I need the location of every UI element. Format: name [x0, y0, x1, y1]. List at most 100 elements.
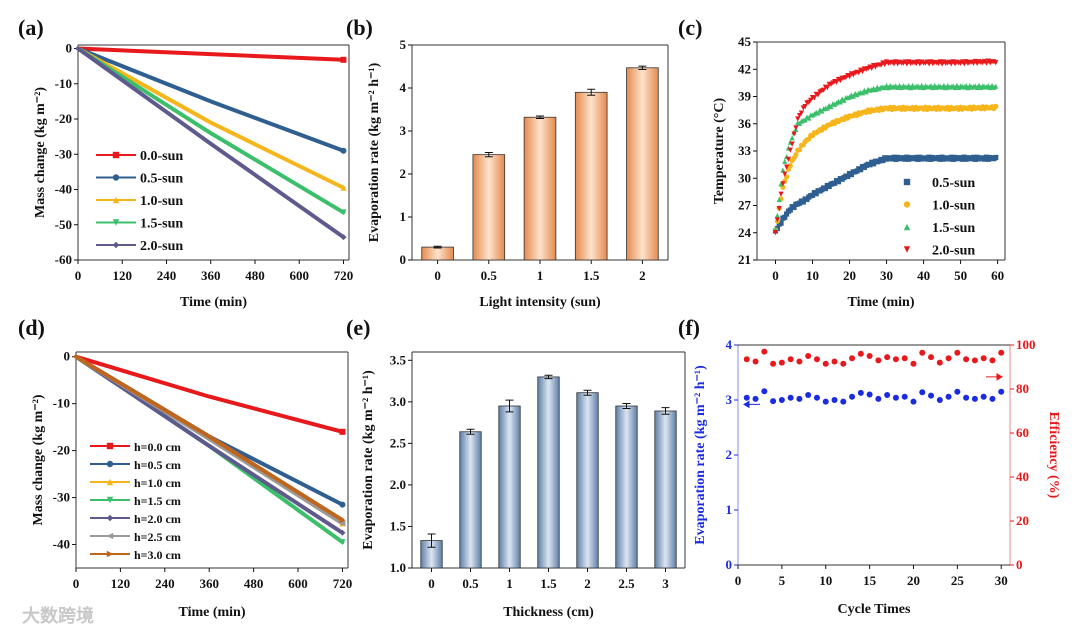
y-axis-title: Temperature (°C): [712, 98, 727, 205]
y-tick-label: 30: [738, 170, 751, 185]
data-point: [791, 204, 797, 211]
evaporation-point: [743, 394, 750, 401]
panel-label: (c): [678, 15, 702, 40]
y-tick-label: 3.5: [390, 352, 407, 367]
legend-item: h=0.0 cm: [90, 440, 181, 454]
y-tick-label: -30: [55, 146, 72, 161]
evaporation-point: [778, 397, 785, 403]
data-point: [772, 230, 779, 236]
x-tick-label: 600: [288, 576, 308, 591]
bar: [574, 91, 608, 261]
series-end-marker: [339, 539, 346, 546]
panel-label: (d): [18, 315, 45, 340]
efficiency-point: [954, 349, 961, 356]
y-tick-label: 5: [400, 37, 407, 52]
series-end-marker: [340, 56, 347, 63]
error-bar: [583, 389, 592, 396]
legend-label: h=2.5 cm: [134, 530, 181, 544]
data-point: [993, 83, 999, 89]
series-line: [76, 46, 346, 190]
efficiency-point: [857, 350, 864, 357]
y-tick-label: -20: [53, 443, 70, 458]
x-tick-label: 50: [954, 268, 967, 283]
panel-label: (a): [18, 15, 44, 40]
data-point: [780, 181, 786, 187]
legend-item: h=2.5 cm: [90, 530, 181, 544]
data-point: [776, 206, 782, 212]
legend-marker: [106, 442, 114, 450]
data-point: [793, 152, 799, 158]
y-tick-label: -20: [55, 111, 72, 126]
data-point: [813, 191, 819, 197]
y-tick-label: 4: [400, 80, 407, 95]
y-tick-label: 36: [738, 116, 752, 131]
evaporation-point: [822, 398, 829, 405]
y-tick-label: 2: [400, 166, 407, 181]
data-point: [782, 214, 788, 220]
series: [74, 354, 346, 435]
efficiency-point: [998, 349, 1005, 356]
efficiency-point: [963, 356, 970, 363]
evaporation-point: [849, 393, 856, 400]
x-tick-label: 20: [843, 268, 856, 283]
data-point: [776, 196, 782, 203]
efficiency-point: [813, 356, 820, 363]
legend-label: h=1.0 cm: [134, 476, 181, 490]
x-tick-label: 2: [584, 576, 591, 591]
x-tick-label: 240: [155, 576, 175, 591]
data-point: [846, 74, 853, 80]
data-point: [791, 131, 797, 137]
x-tick-label: 0: [772, 268, 779, 283]
series-end-marker: [339, 517, 346, 524]
x-tick-label: 0: [434, 268, 441, 283]
data-point: [787, 147, 793, 153]
legend-marker: [112, 151, 120, 159]
evaporation-point: [805, 392, 812, 399]
efficiency-point: [822, 360, 829, 367]
evaporation-point: [910, 398, 917, 405]
evaporation-point: [857, 389, 864, 396]
x-tick-label: 2: [639, 268, 646, 283]
y-tick-label: -10: [53, 396, 70, 411]
evaporation-point: [936, 397, 943, 403]
legend-item: h=3.0 cm: [90, 548, 181, 562]
bar: [472, 154, 506, 261]
series: [772, 154, 999, 234]
x-tick-label: 30: [995, 573, 1008, 588]
y2-tick-label: 20: [1016, 513, 1029, 528]
data-point: [785, 156, 792, 162]
x-tick-label: 0.5: [462, 576, 479, 591]
y-tick-label: 42: [738, 61, 751, 76]
x-axis-title: Time (min): [178, 605, 245, 620]
x-tick-label: 30: [880, 268, 893, 283]
panel-c: (c) 21 24 27 30 33 36 39 42 45 Temperature (°C) Tim…: [678, 15, 1006, 310]
y2-tick-label: 40: [1016, 469, 1029, 484]
evaporation-point: [813, 394, 820, 401]
x-tick-label: 1: [506, 576, 513, 591]
y-tick-label: 3: [726, 392, 733, 407]
y-tick-label: 0: [64, 349, 71, 364]
panel-a: (a) 0 -10 -20 -30 -40 -50 -60 Mass change (kg m⁻…: [18, 15, 353, 310]
y-tick-label: 33: [738, 143, 752, 158]
series: [76, 46, 347, 216]
y-tick-label: 2.5: [390, 435, 407, 450]
legend-label: h=3.0 cm: [134, 548, 181, 562]
data-point: [880, 157, 886, 164]
y-tick-label: -40: [55, 182, 72, 197]
bar: [615, 405, 638, 569]
efficiency-point: [831, 358, 838, 365]
legend-label: 2.0-sun: [932, 244, 975, 259]
error-bar: [536, 115, 544, 120]
data-point: [835, 179, 842, 185]
y-tick-label: 0: [726, 557, 733, 572]
x-tick-label: 480: [244, 576, 264, 591]
legend-item: 1.5-sun: [903, 221, 975, 236]
evaporation-point: [892, 394, 899, 401]
legend-label: 1.5-sun: [140, 217, 183, 232]
data-point: [809, 192, 816, 198]
efficiency-point: [875, 357, 882, 364]
error-bar: [466, 428, 475, 435]
series: [74, 354, 346, 524]
evaporation-point: [884, 392, 891, 399]
y-tick-label: 27: [738, 198, 752, 213]
